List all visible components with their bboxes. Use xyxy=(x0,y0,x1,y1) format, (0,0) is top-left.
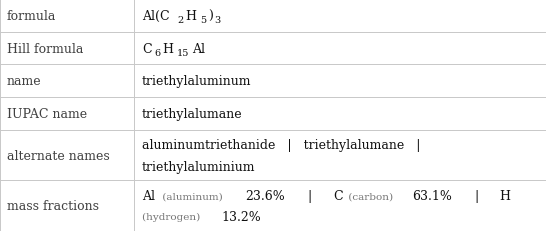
Text: C: C xyxy=(333,189,342,202)
Text: H: H xyxy=(162,42,173,55)
Text: 15: 15 xyxy=(176,49,189,58)
Text: Al(C: Al(C xyxy=(142,10,170,23)
Text: triethylaluminium: triethylaluminium xyxy=(142,160,256,173)
Text: alternate names: alternate names xyxy=(7,149,109,162)
Text: 63.1%: 63.1% xyxy=(412,189,452,202)
Text: name: name xyxy=(7,75,41,88)
Text: 2: 2 xyxy=(177,16,184,25)
Text: triethylaluminum: triethylaluminum xyxy=(142,75,252,88)
Text: H: H xyxy=(500,189,511,202)
Text: Al: Al xyxy=(142,189,155,202)
Text: formula: formula xyxy=(7,10,56,23)
Text: (carbon): (carbon) xyxy=(346,191,397,200)
Text: |: | xyxy=(463,189,491,202)
Text: 6: 6 xyxy=(155,49,161,58)
Text: 5: 5 xyxy=(200,16,206,25)
Text: ): ) xyxy=(208,10,212,23)
Text: (hydrogen): (hydrogen) xyxy=(142,212,204,222)
Text: aluminumtriethanide   |   triethylalumane   |: aluminumtriethanide | triethylalumane | xyxy=(142,139,420,152)
Text: mass fractions: mass fractions xyxy=(7,199,98,212)
Text: IUPAC name: IUPAC name xyxy=(7,107,87,120)
Text: C: C xyxy=(142,42,152,55)
Text: (aluminum): (aluminum) xyxy=(159,191,225,200)
Text: |: | xyxy=(296,189,325,202)
Text: 3: 3 xyxy=(214,16,220,25)
Text: 13.2%: 13.2% xyxy=(221,210,261,223)
Text: H: H xyxy=(186,10,197,23)
Text: 23.6%: 23.6% xyxy=(245,189,285,202)
Text: triethylalumane: triethylalumane xyxy=(142,107,242,120)
Text: Al: Al xyxy=(192,42,205,55)
Text: Hill formula: Hill formula xyxy=(7,42,83,55)
